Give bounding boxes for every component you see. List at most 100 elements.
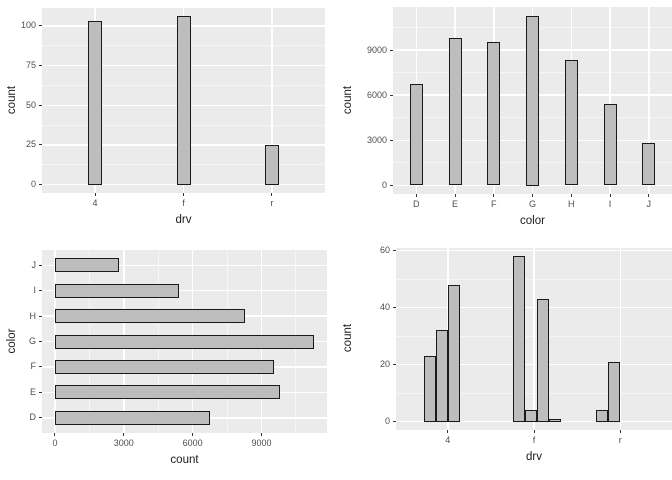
bar bbox=[54, 309, 246, 324]
tick-mark bbox=[570, 194, 572, 197]
tick-mark bbox=[39, 391, 42, 393]
tick-label: 6000 bbox=[182, 438, 203, 448]
category-label: F bbox=[491, 199, 497, 209]
tick-mark bbox=[393, 307, 396, 309]
x-axis-title: count bbox=[170, 454, 199, 466]
bar bbox=[264, 144, 279, 185]
x-axis-title: color bbox=[520, 215, 545, 227]
tick-mark bbox=[648, 194, 650, 197]
category-label: 4 bbox=[92, 198, 98, 208]
tick-mark bbox=[183, 193, 184, 196]
tick-mark bbox=[390, 139, 393, 141]
tick-mark bbox=[454, 194, 456, 197]
tick-mark bbox=[533, 430, 535, 433]
bar bbox=[54, 385, 280, 400]
tick-mark bbox=[39, 315, 42, 317]
tick-mark bbox=[39, 184, 42, 186]
tick-mark bbox=[609, 194, 611, 197]
tick-mark bbox=[390, 185, 393, 186]
tick-mark bbox=[39, 65, 42, 67]
category-label: f bbox=[182, 198, 185, 208]
tick-mark bbox=[123, 433, 125, 436]
gridline-major bbox=[609, 7, 611, 194]
tick-mark bbox=[393, 250, 396, 252]
tick-mark bbox=[39, 290, 42, 292]
tick-mark bbox=[39, 144, 42, 146]
bar bbox=[537, 299, 549, 422]
category-label: I bbox=[608, 199, 612, 209]
bar bbox=[525, 410, 537, 422]
bar bbox=[54, 359, 274, 374]
tick-label: 0 bbox=[52, 438, 58, 448]
tick-mark bbox=[39, 25, 42, 27]
category-label: E bbox=[29, 386, 36, 397]
tick-label: 25 bbox=[25, 139, 36, 150]
tick-mark bbox=[39, 264, 42, 266]
tick-label: 0 bbox=[384, 416, 390, 427]
bar bbox=[513, 256, 525, 422]
category-label: H bbox=[29, 310, 37, 321]
bar bbox=[54, 334, 315, 349]
chart-color-bar: count color 0 3000 6000 9000 D E F G H I J bbox=[336, 0, 672, 240]
category-label: D bbox=[29, 412, 37, 423]
tick-mark bbox=[390, 94, 393, 96]
tick-label: 100 bbox=[20, 20, 36, 31]
category-label: J bbox=[646, 199, 652, 209]
category-label: G bbox=[528, 199, 536, 209]
bar bbox=[88, 21, 103, 185]
tick-mark bbox=[493, 194, 495, 197]
category-label: D bbox=[413, 199, 420, 209]
tick-label: 0 bbox=[381, 180, 387, 190]
gridline-major bbox=[619, 248, 621, 430]
tick-mark bbox=[415, 194, 417, 197]
tick-label: 75 bbox=[25, 60, 36, 71]
bar bbox=[596, 410, 609, 422]
tick-label: 9000 bbox=[366, 44, 387, 55]
bar bbox=[54, 258, 120, 273]
x-axis-title: drv bbox=[175, 214, 192, 226]
tick-mark bbox=[39, 104, 42, 106]
bar bbox=[54, 410, 211, 425]
category-label: E bbox=[451, 199, 458, 209]
bar bbox=[526, 15, 539, 186]
tick-label: 20 bbox=[379, 359, 390, 370]
y-axis-title: count bbox=[342, 323, 354, 353]
tick-mark bbox=[39, 366, 42, 368]
tick-mark bbox=[192, 433, 194, 436]
tick-mark bbox=[94, 193, 96, 196]
bar bbox=[487, 41, 501, 186]
category-label: r bbox=[270, 198, 274, 208]
gridline-major bbox=[271, 8, 273, 193]
tick-label: 40 bbox=[379, 302, 390, 313]
bar bbox=[564, 60, 578, 186]
bar bbox=[448, 38, 462, 186]
category-label: H bbox=[568, 199, 575, 209]
tick-label: 6000 bbox=[366, 89, 387, 100]
bar bbox=[435, 330, 448, 422]
gridline-major bbox=[42, 289, 327, 292]
bar bbox=[409, 83, 423, 186]
tick-mark bbox=[271, 193, 273, 196]
chart-drv-bar: count drv 0 25 50 75 100 4 f r bbox=[0, 0, 336, 240]
tick-mark bbox=[260, 433, 262, 436]
category-label: F bbox=[30, 361, 37, 372]
tick-mark bbox=[39, 341, 42, 342]
gridline-major bbox=[42, 264, 327, 266]
tick-mark bbox=[619, 430, 621, 433]
tick-label: 9000 bbox=[251, 438, 272, 448]
bar bbox=[176, 16, 191, 185]
category-label: I bbox=[33, 285, 36, 296]
gridline-major bbox=[648, 7, 650, 194]
chart-drv-dodged-bar: count drv 0 20 40 60 4 f r bbox=[336, 240, 672, 480]
bar bbox=[603, 103, 617, 186]
tick-mark bbox=[447, 430, 449, 433]
tick-label: 0 bbox=[30, 179, 36, 190]
category-label: G bbox=[28, 336, 36, 346]
tick-mark bbox=[390, 49, 393, 51]
tick-mark bbox=[393, 364, 396, 366]
bar bbox=[608, 361, 621, 422]
bar bbox=[54, 283, 180, 298]
tick-mark bbox=[393, 421, 396, 423]
tick-mark bbox=[532, 194, 533, 197]
